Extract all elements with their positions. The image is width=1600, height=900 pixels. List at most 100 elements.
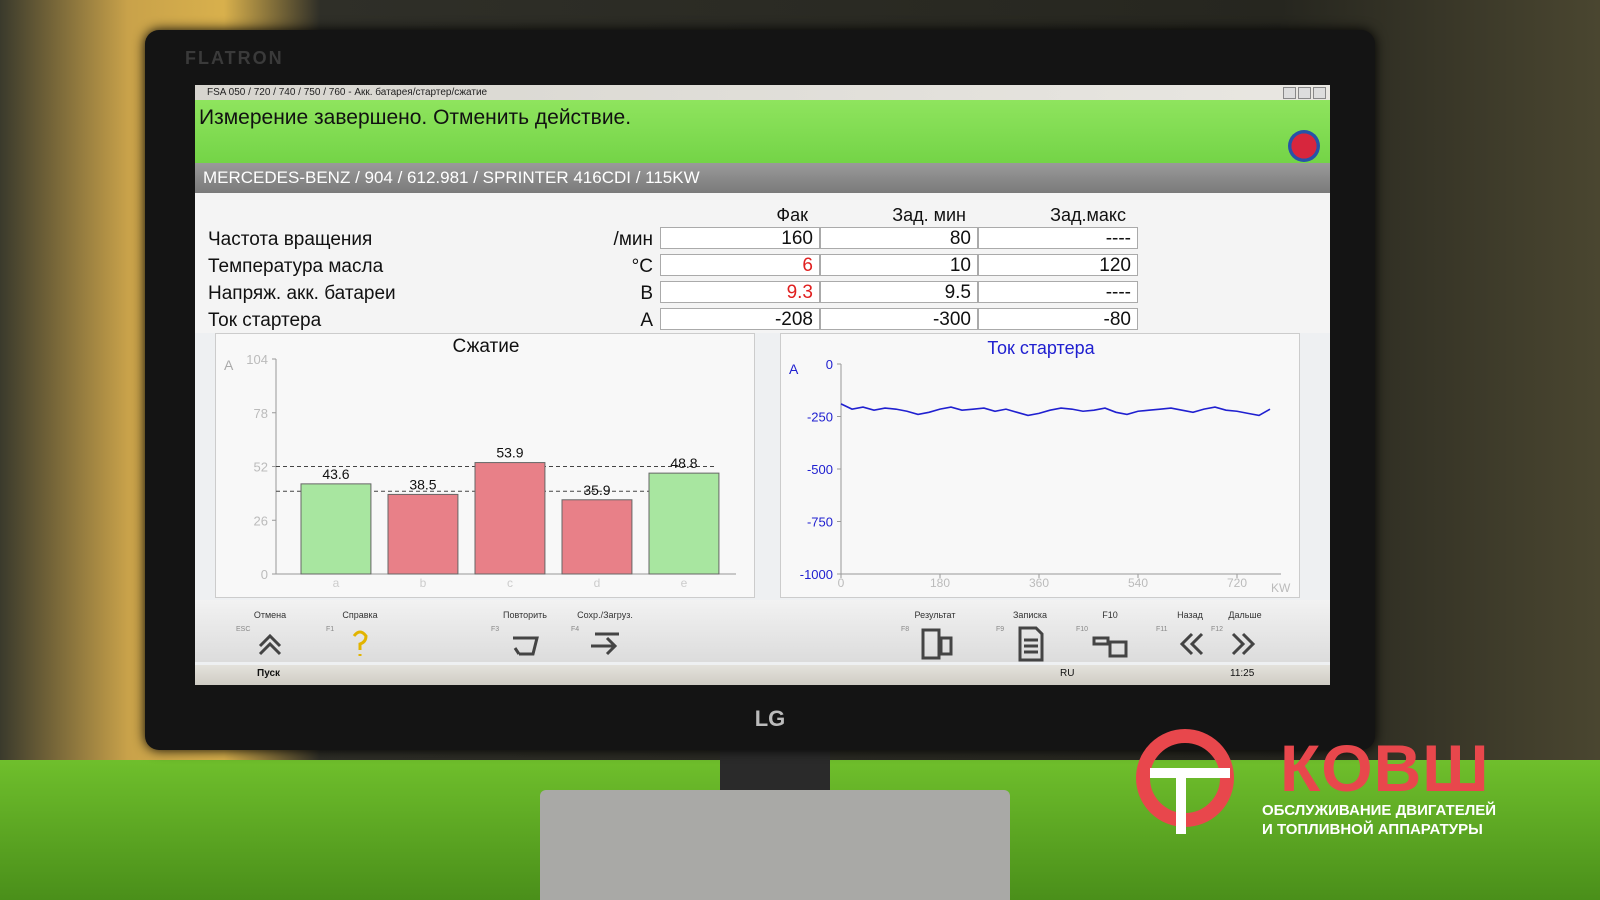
button-icon: [1179, 632, 1204, 656]
current-panel: Ток стартера A KW 0 -250 -500 -750 -1000 0 180 360…: [780, 333, 1300, 598]
button-key: ESC: [236, 626, 251, 633]
minimize-button[interactable]: [1283, 87, 1296, 99]
x-tick-label: 540: [1128, 576, 1148, 590]
toolbar-button[interactable]: Сохр./Загруз. F4: [565, 600, 645, 660]
value-cell: 9.3: [660, 281, 820, 303]
toolbar-button[interactable]: Отмена ESC: [230, 600, 310, 660]
y-tick-label: 0: [826, 357, 833, 372]
toolbar: Отмена ESC Справка F1 Повторить F3 Сохр./Загру…: [195, 600, 1330, 662]
watermark-name: КОВШ: [1280, 731, 1490, 805]
monitor-model: FLATRON: [185, 48, 284, 68]
current-chart: Ток стартера A KW 0 -250 -500 -750 -1000 0 180 360…: [789, 338, 1291, 595]
bar: [474, 462, 546, 575]
value-cell: 6: [660, 254, 820, 276]
logo-stem: [1176, 768, 1186, 834]
start-button[interactable]: Пуск: [257, 668, 281, 679]
toolbar-button[interactable]: Результат F8: [895, 600, 975, 660]
column-header: Зад.макс: [1050, 205, 1126, 225]
toolbar-button[interactable]: Записка F9: [990, 600, 1070, 662]
y-tick-label: 78: [254, 406, 268, 421]
x-tick-label: 720: [1227, 576, 1247, 590]
y-tick-label: 26: [254, 513, 268, 528]
screen: FSA 050 / 720 / 740 / 750 / 760 - Акк. б…: [195, 85, 1330, 685]
icon-shape: [513, 636, 539, 656]
x-tick-label: 0: [838, 576, 845, 590]
row-name: Напряж. акк. батареи: [208, 283, 396, 304]
value-cell: 10: [820, 254, 978, 276]
y-tick-label: 104: [246, 352, 268, 367]
x-tick-label: d: [594, 576, 601, 590]
logo-bar: [1150, 768, 1230, 778]
row-name: Ток стартера: [208, 310, 322, 331]
button-label: Назад: [1177, 610, 1203, 620]
toolbar-button[interactable]: Дальше F12: [1205, 600, 1285, 660]
button-icon: [591, 632, 619, 656]
row-unit: /мин: [613, 229, 653, 250]
bar: [561, 499, 633, 575]
y-tick-label: -250: [807, 410, 833, 425]
watermark-line: И ТОПЛИВНОЙ АППАРАТУРЫ: [1262, 821, 1483, 838]
value-cell: 9.5: [820, 281, 978, 303]
button-icon: [1231, 632, 1256, 656]
icon-shape: [258, 633, 282, 656]
window-buttons: [1281, 87, 1326, 104]
current-line: [840, 403, 1271, 417]
bar: [300, 483, 372, 575]
button-key: F8: [901, 626, 910, 633]
value-cell: ----: [978, 281, 1138, 303]
x-tick-label: a: [333, 576, 340, 590]
button-label: Результат: [914, 610, 956, 620]
row-name: Частота вращения: [208, 229, 373, 250]
vehicle-name: MERCEDES-BENZ / 904 / 612.981 / SPRINTER…: [203, 168, 700, 187]
button-icon: [1018, 626, 1044, 662]
value-label: 53.9: [496, 445, 523, 461]
x-tick-label: 180: [930, 576, 950, 590]
icon-shape: [1018, 626, 1044, 662]
column-header: Фак: [776, 205, 808, 225]
column-header: Зад. мин: [892, 205, 966, 225]
x-tick-label: e: [681, 576, 688, 590]
button-key: F10: [1076, 626, 1089, 633]
button-icon: [1092, 636, 1128, 658]
taskbar: Пуск RU 11:25: [195, 665, 1330, 685]
icon-shape: [591, 632, 619, 656]
watermark-line: ОБСЛУЖИВАНИЕ ДВИГАТЕЛЕЙ: [1262, 802, 1497, 819]
bar: [648, 472, 720, 575]
x-tick-label: c: [507, 576, 513, 590]
button-icon: [258, 633, 282, 656]
clock: 11:25: [1230, 668, 1255, 679]
x-tick-label: b: [420, 576, 427, 590]
value-label: 38.5: [409, 476, 436, 492]
toolbar-button[interactable]: F10 F10: [1070, 600, 1150, 660]
row-name: Температура масла: [208, 256, 384, 277]
button-key: F11: [1156, 626, 1168, 633]
monitor-base: [540, 790, 1010, 900]
x-tick-label: 360: [1029, 576, 1049, 590]
value-cell: 120: [978, 254, 1138, 276]
button-label: Записка: [1013, 610, 1047, 620]
button-key: F12: [1211, 626, 1224, 633]
button-icon: [513, 636, 539, 656]
toolbar-button[interactable]: Справка F1: [320, 600, 400, 660]
button-key: F9: [996, 626, 1005, 633]
toolbar-button[interactable]: Повторить F3: [485, 600, 565, 660]
y-tick-label: 0: [261, 567, 268, 582]
vehicle-bar: MERCEDES-BENZ / 904 / 612.981 / SPRINTER…: [195, 163, 1330, 193]
status-message: Измерение завершено. Отменить действие.: [199, 106, 632, 129]
button-key: F1: [326, 626, 335, 633]
icon-shape: [1092, 636, 1128, 658]
row-unit: °C: [631, 256, 653, 277]
y-axis-label: A: [224, 357, 234, 373]
close-button[interactable]: [1313, 87, 1326, 99]
bar: [387, 493, 459, 575]
button-key: F4: [571, 626, 580, 633]
status-bar: Измерение завершено. Отменить действие.: [195, 100, 1330, 163]
maximize-button[interactable]: [1298, 87, 1311, 99]
value-cell: -300: [820, 308, 978, 330]
y-tick-label: -750: [807, 515, 833, 530]
toolbar-button[interactable]: Назад F11: [1150, 600, 1230, 660]
icon-shape: [1231, 632, 1256, 656]
value-cell: -80: [978, 308, 1138, 330]
